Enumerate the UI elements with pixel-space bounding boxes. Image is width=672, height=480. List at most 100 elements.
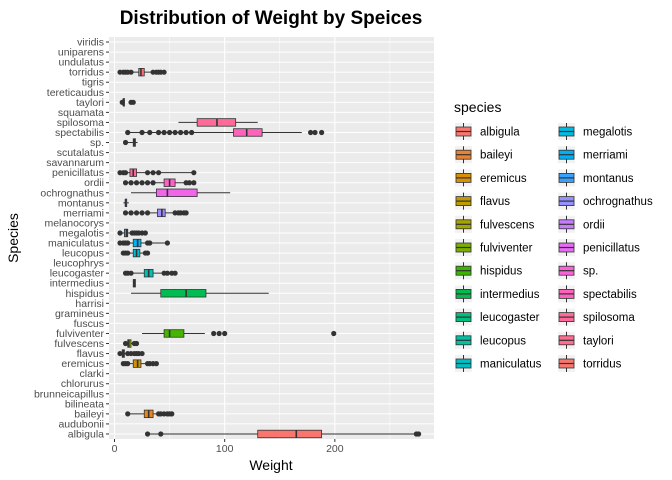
legend-label: baileyi [480,150,513,162]
y-tick-label: savannarum [46,157,104,169]
y-tick-label: audubonii [58,418,104,430]
y-tick-label: leucogaster [50,268,105,280]
legend-entry-maniculatus: maniculatus [455,355,542,372]
box-albigula [144,429,422,439]
legend-entry-ochrognathus: ochrognathus [558,192,653,210]
legend-label: eremicus [480,173,527,185]
y-tick-label: fuscus [74,318,104,330]
y-tick-label: torridus [69,67,104,79]
outlier-point [178,129,184,136]
outlier-point [415,431,422,437]
outlier-point [150,180,156,186]
outlier-point [128,210,134,216]
outlier-point [211,330,217,337]
y-tick-label: uniparens [58,47,104,59]
y-tick-label: taylori [76,97,104,109]
outlier-point [161,129,167,136]
outlier-point [166,129,173,136]
outlier-point [125,240,131,246]
y-tick-label: ochrognathus [40,187,104,199]
outlier-point [128,69,134,75]
y-tick-label: intermedius [50,278,104,290]
y-tick-label: viridis [77,37,104,49]
y-tick-label: tigris [82,77,104,89]
box-fulvescens [122,339,140,348]
legend-entry-sp: sp. [558,262,598,280]
box-ordii [122,178,197,187]
x-tick-label: 100 [216,443,234,455]
box-leucopus [120,248,151,258]
legend-label: megalotis [583,127,632,139]
outlier-point [331,330,337,337]
box-body [163,329,185,338]
y-axis-title: Species [5,213,21,263]
y-tick-label: penicillatus [52,167,104,179]
box-flavus [117,349,145,358]
legend-entry-flavus: flavus [455,192,510,210]
legend-entry-intermedius: intermedius [455,285,540,303]
y-tick-label: megalotis [59,227,104,239]
y-tick-label: spectabilis [55,127,104,139]
outlier-point [189,129,195,136]
outlier-point [191,170,197,176]
outlier-point [153,361,159,367]
box-layer [117,68,422,439]
outlier-point [169,411,175,417]
outlier-point [139,129,145,136]
legend-entry-taylori: taylori [558,331,614,349]
box-body [155,188,198,197]
box-merriami [122,208,189,218]
outlier-point [122,170,129,176]
box-megalotis [117,228,148,238]
y-tick-label: leucophrys [53,258,104,270]
x-axis-title: Weight [249,457,292,473]
outlier-point [117,350,123,357]
outlier-point [133,340,140,347]
box-maniculatus [117,238,170,248]
outlier-point [125,129,131,136]
legend-label: leucogaster [480,312,540,324]
legend-label: fulviventer [480,243,533,255]
outlier-point [150,170,156,176]
y-tick-label: gramineus [55,308,104,320]
box-baileyi [125,409,175,419]
outlier-point [128,270,134,276]
legend-label: leucopus [480,335,526,347]
y-tick-label: baileyi [74,408,104,420]
box-fulviventer [142,329,337,338]
legend-entry-baileyi: baileyi [455,146,513,164]
outlier-point [183,210,189,216]
outlier-point [130,99,136,105]
outlier-point [172,270,178,276]
outlier-point [147,240,153,246]
legend-label: penicillatus [583,243,640,255]
y-tick-label: fulviventer [56,328,104,340]
outlier-point [191,180,197,186]
box-hispidus [131,289,269,298]
legend-label: hispidus [480,266,522,278]
y-tick-label: flavus [77,348,104,360]
outlier-point [133,210,140,216]
y-axis: albigulaauduboniibaileyibilineatabrunnei… [34,37,109,440]
x-tick-label: 200 [326,443,344,455]
y-tick-label: merriami [63,207,104,219]
outlier-point [319,129,325,136]
outlier-point [122,210,129,216]
y-tick-label: melanocorys [44,217,104,229]
outlier-point [186,180,193,186]
legend-label: intermedius [480,289,540,301]
legend-entry-leucogaster: leucogaster [455,308,540,326]
outlier-point [312,129,318,136]
legend-entry-eremicus: eremicus [455,169,527,187]
y-tick-label: brunneicapillus [34,388,104,400]
y-tick-label: montanus [58,197,104,209]
legend-label: maniculatus [480,359,542,371]
legend-entry-spectabilis: spectabilis [558,285,637,303]
legend-entry-leucopus: leucopus [455,331,526,349]
legend-label: flavus [480,196,510,208]
outlier-point [128,180,134,186]
outlier-point [183,129,189,136]
outlier-point [222,330,228,337]
